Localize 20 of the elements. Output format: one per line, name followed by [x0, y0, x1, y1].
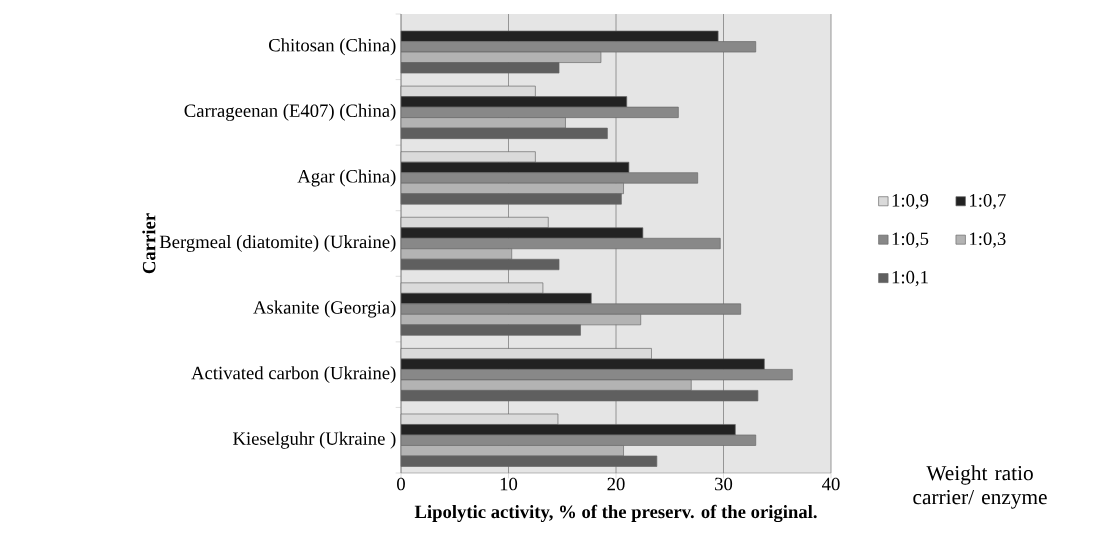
legend-label: 1:0,1	[892, 270, 928, 287]
legend-label: 1:0,5	[892, 232, 929, 248]
x-tick-label: 10	[500, 477, 518, 491]
y-tick-label: Askanite (Georgia)	[253, 300, 396, 318]
y-tick-label: Activated carbon (Ukraine)	[191, 366, 396, 384]
x-tick-label: 20	[607, 477, 625, 491]
x-axis-title: Lipolytic activity, % of the preserv. of the original.	[414, 504, 817, 523]
y-tick-label: Bergmeal (diatomite) (Ukraine)	[159, 235, 396, 253]
y-tick-label: Kieselguhr (Ukraine )	[233, 431, 396, 449]
x-tick-label: 0	[397, 477, 405, 491]
y-tick-label: Agar (China)	[297, 169, 396, 187]
x-tick-label: 30	[715, 477, 733, 491]
legend-label: 1:0,3	[970, 232, 1006, 248]
y-tick-label: Chitosan (China)	[269, 38, 396, 56]
x-tick-label: 40	[822, 477, 840, 491]
y-axis-title: Carrier	[142, 213, 156, 274]
legend-label: 1:0,7	[970, 194, 1006, 210]
y-tick-label: Carrageenan (E407) (China)	[184, 103, 396, 121]
legend-title: Weight ratio carrier/ enzyme	[913, 465, 1047, 509]
legend-label: 1:0,9	[892, 194, 929, 210]
